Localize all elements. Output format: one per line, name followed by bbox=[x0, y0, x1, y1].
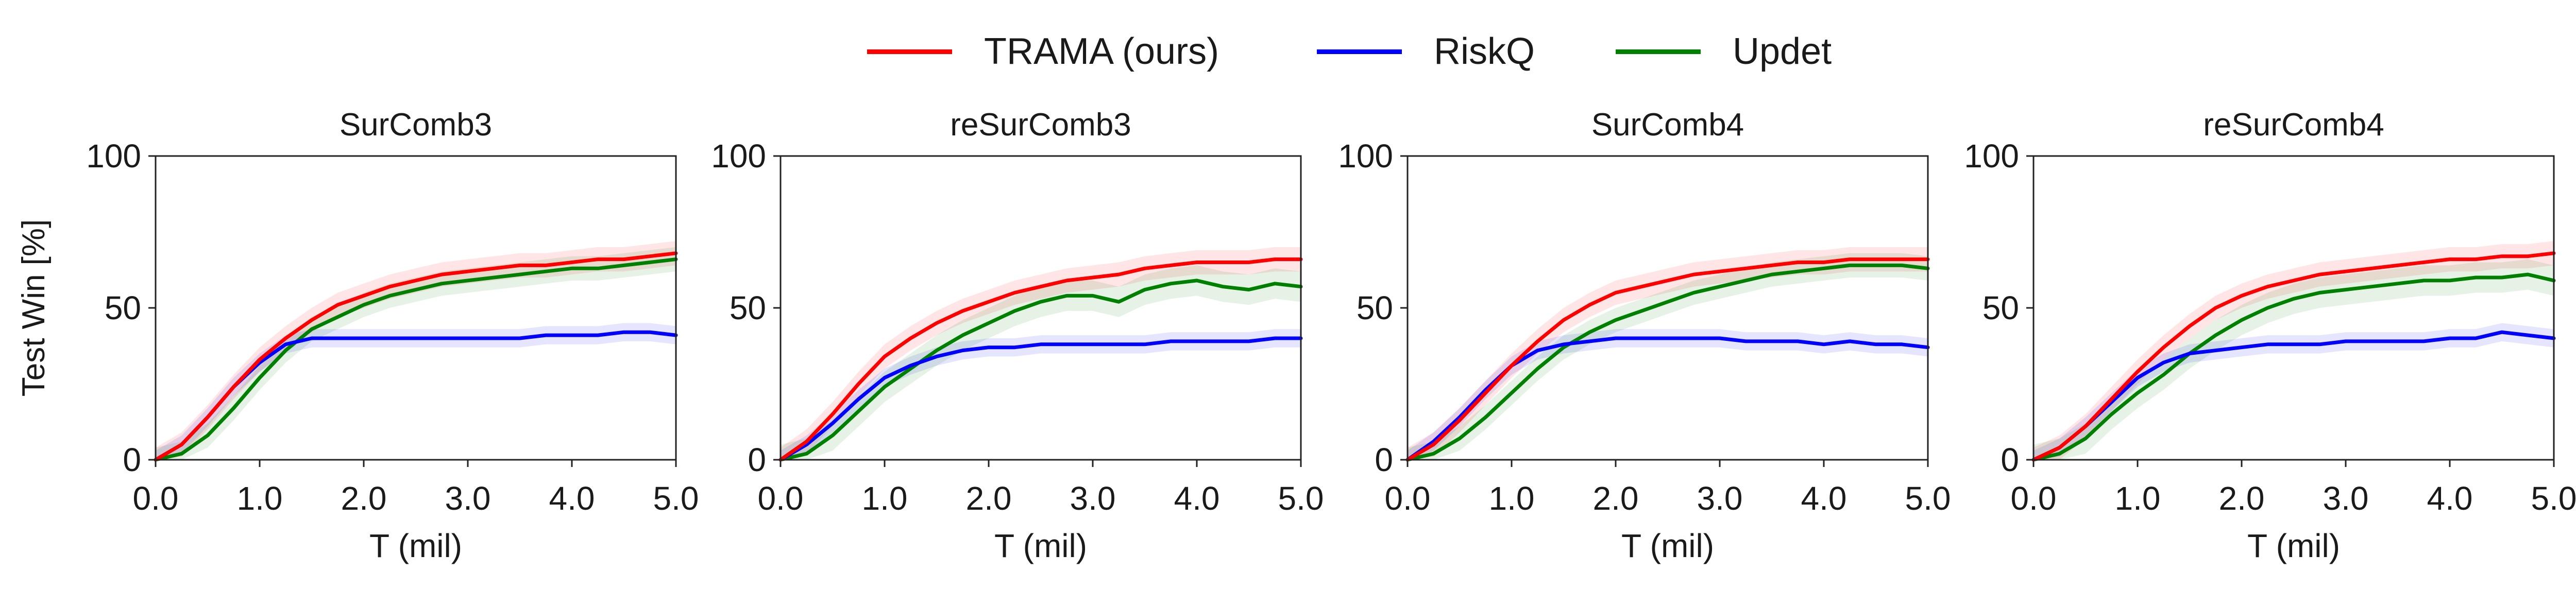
series-line bbox=[2031, 272, 2556, 462]
x-tick-label: 3.0 bbox=[1697, 480, 1743, 517]
x-tick-label: 5.0 bbox=[653, 480, 699, 517]
y-tick-label: 0 bbox=[123, 441, 141, 478]
series-line bbox=[778, 336, 1303, 462]
y-axis-label: Test Win [%] bbox=[16, 219, 52, 397]
panel-title: reSurComb3 bbox=[950, 107, 1131, 143]
series-band bbox=[781, 247, 1301, 460]
x-tick-label: 4.0 bbox=[2427, 480, 2473, 517]
x-tick-label: 0.0 bbox=[133, 480, 179, 517]
y-tick-label: 50 bbox=[1982, 289, 2019, 326]
series-line bbox=[778, 279, 1303, 462]
series-band bbox=[156, 323, 676, 460]
series-band bbox=[2033, 259, 2554, 460]
panel-title: SurComb4 bbox=[1591, 107, 1744, 143]
x-tick-label: 0.0 bbox=[2011, 480, 2057, 517]
x-tick-label: 5.0 bbox=[1278, 480, 1324, 517]
x-tick-label: 4.0 bbox=[1174, 480, 1220, 517]
legend-label-trama: TRAMA (ours) bbox=[984, 31, 1219, 72]
x-tick-label: 2.0 bbox=[341, 480, 387, 517]
series-line bbox=[154, 251, 678, 462]
y-tick-label: 100 bbox=[86, 137, 141, 175]
x-axis-label: T (mil) bbox=[369, 527, 462, 564]
x-tick-label: 1.0 bbox=[237, 480, 283, 517]
legend-item-updet: Updet bbox=[1616, 21, 1832, 82]
series-line bbox=[154, 257, 678, 462]
legend-item-trama: TRAMA (ours) bbox=[867, 21, 1219, 82]
x-tick-label: 4.0 bbox=[1801, 480, 1847, 517]
series-line bbox=[1405, 263, 1930, 462]
legend-label-updet: Updet bbox=[1733, 31, 1832, 72]
y-tick-label: 0 bbox=[1375, 441, 1393, 478]
y-tick-label: 0 bbox=[2001, 441, 2019, 478]
legend-line-updet bbox=[1616, 49, 1701, 54]
series-band bbox=[781, 329, 1301, 460]
x-axis-label: T (mil) bbox=[2247, 527, 2340, 564]
y-tick-label: 100 bbox=[711, 137, 766, 175]
x-tick-label: 1.0 bbox=[1489, 480, 1535, 517]
x-tick-label: 5.0 bbox=[2531, 480, 2576, 517]
series-line bbox=[1405, 257, 1930, 462]
x-tick-label: 3.0 bbox=[445, 480, 491, 517]
legend-line-trama bbox=[867, 49, 952, 54]
series-band bbox=[156, 241, 676, 460]
series-band bbox=[2033, 323, 2554, 460]
y-tick-label: 100 bbox=[1964, 137, 2019, 175]
legend-line-riskq bbox=[1317, 49, 1402, 54]
x-tick-label: 3.0 bbox=[2323, 480, 2369, 517]
x-tick-label: 2.0 bbox=[966, 480, 1012, 517]
x-tick-label: 2.0 bbox=[1593, 480, 1639, 517]
series-band bbox=[1408, 329, 1928, 460]
x-tick-label: 4.0 bbox=[549, 480, 595, 517]
series-band bbox=[781, 265, 1301, 460]
x-tick-label: 3.0 bbox=[1070, 480, 1116, 517]
legend: TRAMA (ours) RiskQ Updet bbox=[0, 21, 2576, 82]
y-tick-label: 50 bbox=[1357, 289, 1393, 326]
x-tick-label: 0.0 bbox=[758, 480, 804, 517]
x-axis-label: T (mil) bbox=[994, 527, 1087, 564]
x-axis-label: T (mil) bbox=[1621, 527, 1714, 564]
panel-title: SurComb3 bbox=[340, 107, 492, 143]
x-tick-label: 1.0 bbox=[862, 480, 908, 517]
legend-label-riskq: RiskQ bbox=[1434, 31, 1535, 72]
series-line bbox=[2031, 330, 2556, 462]
y-tick-label: 100 bbox=[1338, 137, 1393, 175]
x-tick-label: 5.0 bbox=[1905, 480, 1951, 517]
series-band bbox=[1408, 247, 1928, 460]
y-tick-label: 0 bbox=[748, 441, 766, 478]
legend-item-riskq: RiskQ bbox=[1317, 21, 1535, 82]
series-line bbox=[2031, 251, 2556, 462]
panel-title: reSurComb4 bbox=[2203, 107, 2384, 143]
y-tick-label: 50 bbox=[105, 289, 141, 326]
series-line bbox=[778, 257, 1303, 462]
x-tick-label: 1.0 bbox=[2115, 480, 2161, 517]
x-tick-label: 0.0 bbox=[1385, 480, 1431, 517]
y-tick-label: 50 bbox=[730, 289, 766, 326]
x-tick-label: 2.0 bbox=[2219, 480, 2265, 517]
